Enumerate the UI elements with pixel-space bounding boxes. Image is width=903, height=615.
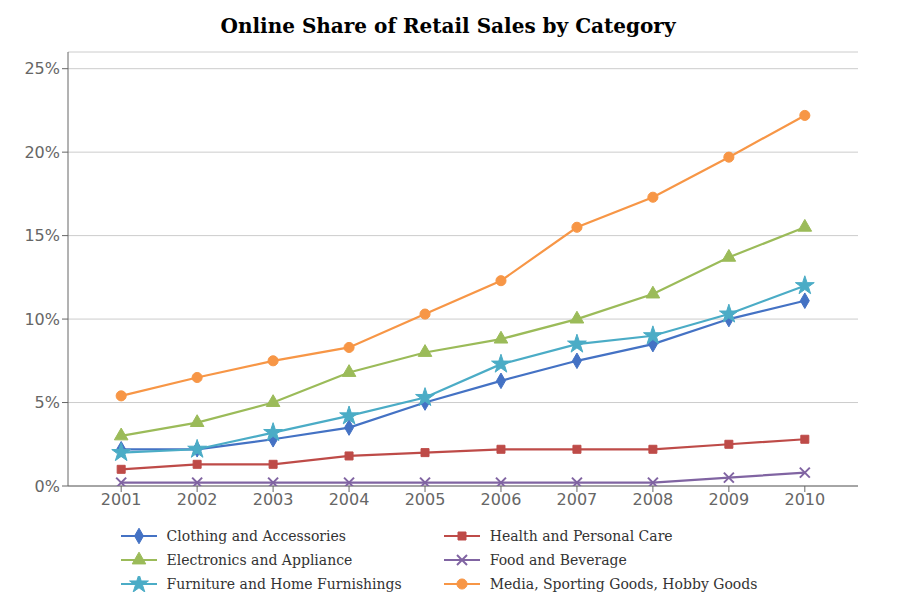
svg-text:2001: 2001 xyxy=(101,490,142,509)
html-text:Electronics and Appliance: Electronics and Appliance xyxy=(166,552,353,568)
svg-text:0%: 0% xyxy=(35,477,60,496)
html-text:Food and Beverage: Food and Beverage xyxy=(489,552,627,568)
svg-text:15%: 15% xyxy=(24,226,60,245)
svg-text:10%: 10% xyxy=(24,310,60,329)
html-text:Clothing and Accessories: Clothing and Accessories xyxy=(166,528,346,544)
svg-text:20%: 20% xyxy=(24,143,60,162)
svg-text:2007: 2007 xyxy=(557,490,598,509)
svg-text:2009: 2009 xyxy=(709,490,750,509)
html-text:Health and Personal Care: Health and Personal Care xyxy=(489,528,673,544)
svg-text:2005: 2005 xyxy=(405,490,446,509)
svg-text:2006: 2006 xyxy=(481,490,522,509)
svg-text:2002: 2002 xyxy=(177,490,218,509)
svg-text:2010: 2010 xyxy=(784,490,825,509)
html-text:Furniture and Home Furnishings: Furniture and Home Furnishings xyxy=(166,576,402,592)
html-text:Online Share of Retail Sales b: Online Share of Retail Sales by Category xyxy=(220,14,676,38)
svg-text:5%: 5% xyxy=(35,393,60,412)
svg-text:2003: 2003 xyxy=(253,490,294,509)
svg-text:2008: 2008 xyxy=(633,490,674,509)
html-text:Media, Sporting Goods, Hobby G: Media, Sporting Goods, Hobby Goods xyxy=(489,576,758,592)
svg-text:2004: 2004 xyxy=(329,490,370,509)
svg-text:25%: 25% xyxy=(24,59,60,78)
